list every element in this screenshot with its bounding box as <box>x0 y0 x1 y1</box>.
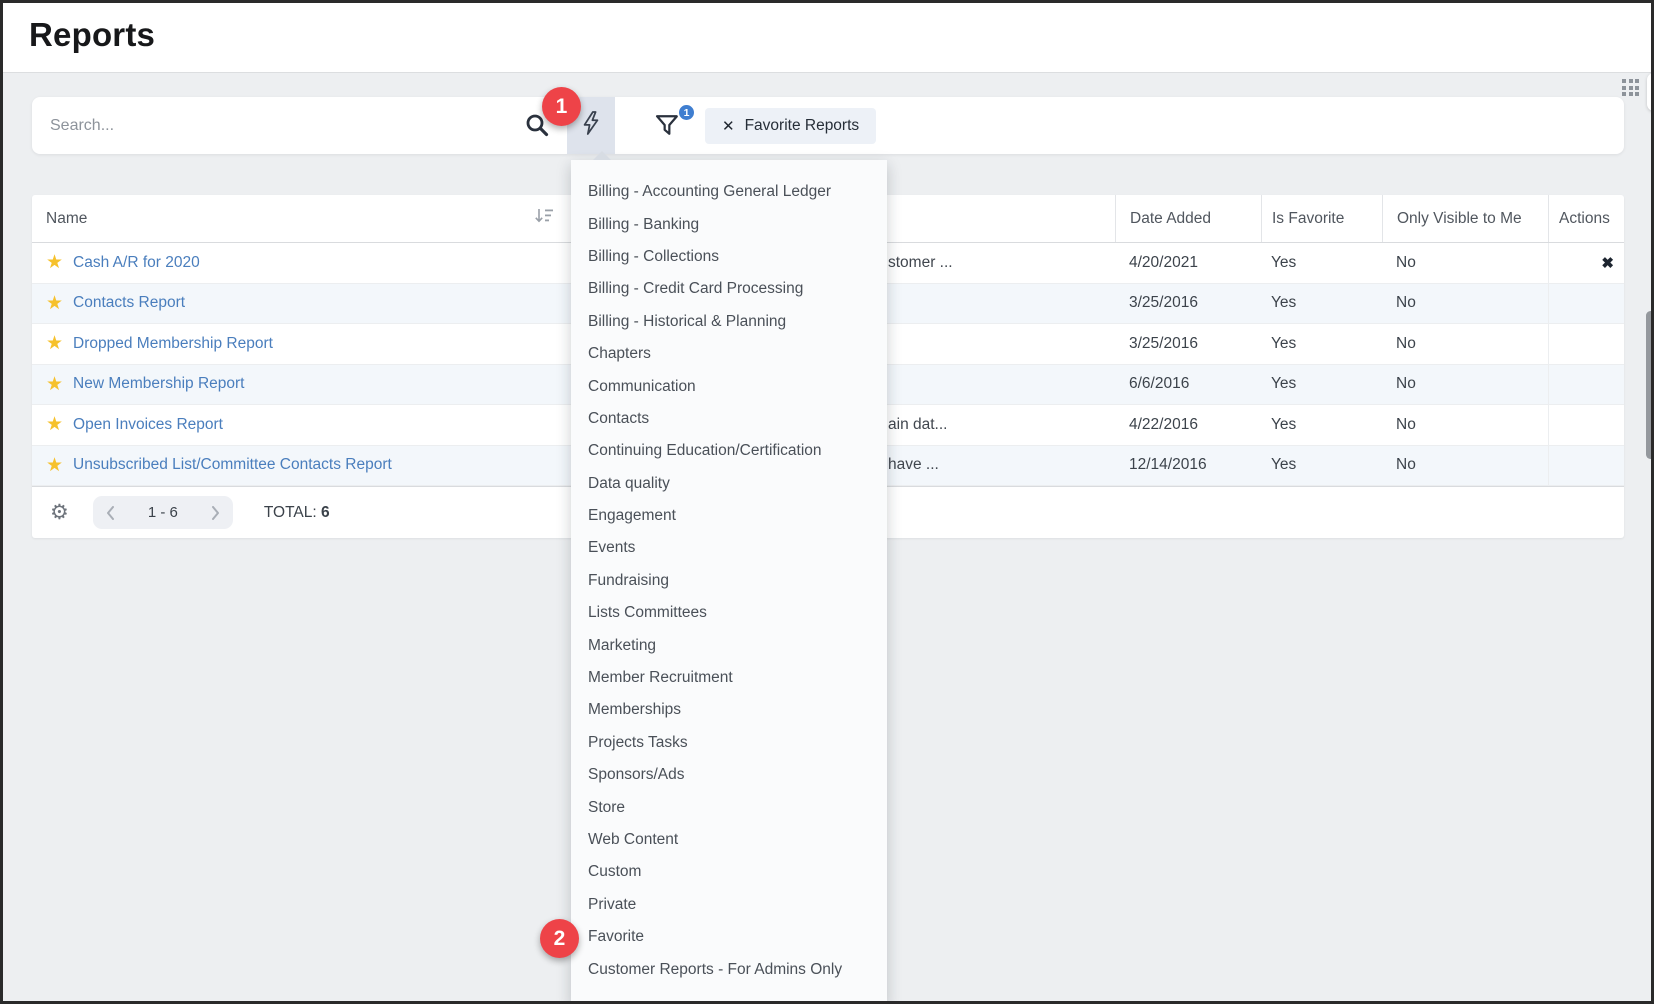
is-favorite-cell: Yes <box>1271 415 1297 433</box>
dropdown-item[interactable]: Continuing Education/Certification <box>588 442 822 460</box>
favorite-star-icon[interactable]: ★ <box>46 333 64 355</box>
chip-label: Favorite Reports <box>744 117 860 134</box>
is-favorite-cell: Yes <box>1271 375 1297 393</box>
only-visible-cell: No <box>1396 253 1416 271</box>
dropdown-item[interactable]: Private <box>588 895 637 913</box>
only-visible-cell: No <box>1396 375 1416 393</box>
report-description: ain dat... <box>888 415 948 433</box>
dropdown-item[interactable]: Contacts <box>588 409 650 427</box>
favorite-star-icon[interactable]: ★ <box>46 414 64 436</box>
favorite-star-icon[interactable]: ★ <box>46 373 64 395</box>
dropdown-item[interactable]: Sponsors/Ads <box>588 766 685 784</box>
dropdown-item[interactable]: Engagement <box>588 507 676 525</box>
date-added-cell: 6/6/2016 <box>1129 375 1190 393</box>
is-favorite-cell: Yes <box>1271 334 1297 352</box>
dropdown-item[interactable]: Data quality <box>588 474 670 492</box>
dropdown-caret <box>593 151 611 160</box>
date-added-cell: 4/22/2016 <box>1129 415 1198 433</box>
callout-step-1: 1 <box>542 87 581 126</box>
page-header: Reports <box>3 3 1651 73</box>
dropdown-item[interactable]: Member Recruitment <box>588 669 733 687</box>
dropdown-item[interactable]: Memberships <box>588 701 682 719</box>
report-link[interactable]: Unsubscribed List/Committee Contacts Rep… <box>73 456 392 474</box>
next-page-button[interactable] <box>211 505 220 520</box>
search-placeholder: Search... <box>50 116 115 134</box>
column-header-is-favorite[interactable]: Is Favorite <box>1261 195 1382 243</box>
dropdown-item[interactable]: Favorite <box>588 928 644 946</box>
only-visible-cell: No <box>1396 456 1416 474</box>
pagination: 1 - 6 <box>92 496 233 530</box>
dropdown-item[interactable]: Marketing <box>588 636 657 654</box>
total-count: TOTAL: 6 <box>263 503 330 521</box>
dropdown-item[interactable]: Events <box>588 539 636 557</box>
date-added-cell: 3/25/2016 <box>1129 334 1198 352</box>
favorite-star-icon[interactable]: ★ <box>46 292 64 314</box>
report-link[interactable]: Dropped Membership Report <box>73 334 273 352</box>
grid-view-icon[interactable] <box>1622 79 1639 96</box>
favorite-star-icon[interactable]: ★ <box>46 454 64 476</box>
column-header-name[interactable]: Name <box>32 195 562 242</box>
scrollbar-thumb[interactable] <box>1646 311 1651 459</box>
remove-icon[interactable]: ✖ <box>1601 254 1614 272</box>
dropdown-item[interactable]: Billing - Banking <box>588 215 700 233</box>
clear-favorite-filter-chip[interactable]: ✕ Favorite Reports <box>705 108 877 144</box>
dropdown-item[interactable]: Billing - Historical & Planning <box>588 312 787 330</box>
report-link[interactable]: New Membership Report <box>73 375 245 393</box>
date-added-cell: 12/14/2016 <box>1129 456 1207 474</box>
report-link[interactable]: Cash A/R for 2020 <box>73 253 200 271</box>
date-added-cell: 4/20/2021 <box>1129 253 1198 271</box>
report-link[interactable]: Open Invoices Report <box>73 415 223 433</box>
search-icon[interactable] <box>524 112 550 138</box>
dropdown-item[interactable]: Billing - Collections <box>588 247 719 265</box>
dropdown-item[interactable]: Chapters <box>588 345 651 363</box>
dropdown-item[interactable]: Billing - Credit Card Processing <box>588 280 804 298</box>
lightning-icon <box>580 109 602 142</box>
date-added-cell: 3/25/2016 <box>1129 294 1198 312</box>
only-visible-cell: No <box>1396 415 1416 433</box>
is-favorite-cell: Yes <box>1271 253 1297 271</box>
dropdown-item[interactable]: Fundraising <box>588 571 669 589</box>
gear-icon[interactable]: ⚙ <box>50 501 69 525</box>
total-value: 6 <box>320 503 330 521</box>
previous-page-button[interactable] <box>106 505 115 520</box>
search-input[interactable]: Search... <box>32 97 562 154</box>
dropdown-item[interactable]: Communication <box>588 377 696 395</box>
page-range: 1 - 6 <box>147 504 178 522</box>
only-visible-cell: No <box>1396 334 1416 352</box>
toolbar: Search... 1 ✕ Favorite Reports <box>32 97 1624 154</box>
column-header-actions: Actions <box>1548 195 1624 243</box>
page-title: Reports <box>29 16 156 53</box>
dropdown-item[interactable]: Store <box>588 798 626 816</box>
filter-icon[interactable] <box>653 111 681 139</box>
sort-descending-icon[interactable] <box>534 208 554 230</box>
dropdown-item[interactable]: Lists Committees <box>588 604 707 622</box>
column-header-only-visible[interactable]: Only Visible to Me <box>1382 195 1548 243</box>
dropdown-item[interactable]: Customer Reports - For Admins Only <box>588 960 843 978</box>
report-description: stomer ... <box>888 253 953 271</box>
callout-step-2: 2 <box>540 919 579 958</box>
filter-count-badge: 1 <box>677 103 696 122</box>
is-favorite-cell: Yes <box>1271 456 1297 474</box>
is-favorite-cell: Yes <box>1271 294 1297 312</box>
report-link[interactable]: Contacts Report <box>73 294 186 312</box>
side-panel-button[interactable] <box>1647 73 1651 111</box>
dropdown-item[interactable]: Custom <box>588 863 642 881</box>
close-icon[interactable]: ✕ <box>722 118 735 135</box>
category-dropdown: Billing - Accounting General Ledger Bill… <box>571 151 887 1001</box>
only-visible-cell: No <box>1396 294 1416 312</box>
dropdown-item[interactable]: Billing - Accounting General Ledger <box>588 183 831 201</box>
favorite-star-icon[interactable]: ★ <box>46 252 64 274</box>
report-description: have ... <box>888 456 939 474</box>
dropdown-item[interactable]: Web Content <box>588 831 679 848</box>
dropdown-item[interactable]: Projects Tasks <box>588 733 688 751</box>
column-header-date-added[interactable]: Date Added <box>1115 195 1261 243</box>
